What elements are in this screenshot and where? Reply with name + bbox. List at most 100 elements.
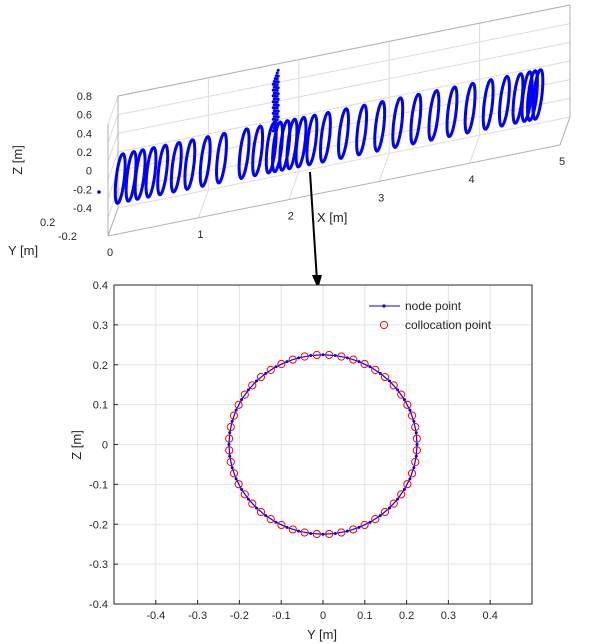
collocation-point bbox=[403, 480, 412, 489]
node-point bbox=[321, 353, 325, 357]
node-point bbox=[240, 487, 244, 491]
collocation-point bbox=[300, 352, 309, 361]
ring-26 bbox=[481, 78, 495, 131]
node-grid-point bbox=[274, 74, 278, 78]
node-point bbox=[388, 379, 392, 383]
collocation-point bbox=[403, 400, 412, 409]
ring-5 bbox=[169, 140, 183, 194]
legend-collocation-label: collocation point bbox=[405, 318, 492, 332]
plot-3d-box bbox=[107, 4, 571, 237]
collocation-point bbox=[240, 390, 249, 399]
node-grid-point bbox=[272, 109, 276, 113]
collocation-point bbox=[371, 514, 380, 524]
node-point bbox=[368, 520, 372, 524]
x-tick-label: -0.3 bbox=[188, 610, 207, 622]
y-tick-label: 0.4 bbox=[93, 280, 108, 292]
node-grid-point bbox=[273, 77, 277, 81]
zoom-arrow bbox=[309, 171, 322, 289]
node-point bbox=[412, 466, 416, 470]
ring-3 bbox=[144, 145, 158, 199]
grid-line-3d bbox=[107, 95, 119, 125]
ring-16 bbox=[305, 113, 319, 167]
collocation-point bbox=[360, 520, 369, 530]
collocation-point bbox=[234, 480, 243, 489]
grid-line-3d bbox=[107, 151, 119, 181]
node-point bbox=[297, 529, 301, 533]
node-point bbox=[357, 360, 361, 364]
node-grid-point bbox=[276, 68, 280, 72]
y-tick-label: 0.2 bbox=[93, 360, 108, 372]
y-tick-3d: 0.2 bbox=[40, 217, 55, 229]
node-point bbox=[415, 443, 419, 446]
node-grid-point bbox=[272, 103, 276, 107]
node-grid-point bbox=[271, 123, 275, 127]
ring-25 bbox=[463, 81, 477, 135]
ring-10 bbox=[251, 124, 265, 178]
collocation-point bbox=[312, 529, 321, 539]
collocation-point bbox=[412, 434, 421, 443]
grid-line-3d bbox=[378, 153, 390, 182]
ring-20 bbox=[373, 100, 387, 153]
z-tick-3d: 0.4 bbox=[77, 128, 92, 140]
y-tick-label: -0.3 bbox=[89, 559, 108, 571]
node-point bbox=[230, 419, 234, 423]
collocation-point bbox=[256, 507, 266, 517]
node-point bbox=[309, 531, 313, 535]
y-tick-label: 0.1 bbox=[93, 400, 108, 412]
node-grid-point bbox=[272, 126, 276, 130]
node-point bbox=[408, 477, 412, 481]
node-point bbox=[388, 506, 392, 510]
node-point bbox=[234, 477, 238, 481]
plot-2d-grid bbox=[113, 284, 533, 605]
node-point bbox=[333, 354, 337, 358]
ring-6 bbox=[183, 138, 197, 191]
axis-edge-3d bbox=[559, 116, 571, 146]
collocation-point bbox=[229, 411, 239, 420]
z-tick-3d: 0.2 bbox=[77, 147, 92, 159]
node-point bbox=[228, 431, 232, 435]
collocation-point bbox=[380, 372, 390, 382]
collocation-point bbox=[277, 359, 286, 369]
node-grid-point bbox=[272, 120, 276, 124]
node-point bbox=[378, 371, 382, 375]
ring-23 bbox=[427, 88, 441, 142]
collocation-point bbox=[389, 499, 398, 508]
x-tick-3d: 1 bbox=[197, 229, 203, 241]
collocation-point bbox=[240, 490, 249, 499]
node-grid-point bbox=[272, 91, 276, 95]
x-tick-3d: 5 bbox=[559, 156, 565, 168]
plot-3d-ylabel: Y [m] bbox=[8, 243, 38, 258]
node-point bbox=[285, 525, 289, 529]
node-point bbox=[246, 497, 250, 501]
node-point bbox=[254, 506, 258, 510]
legend-node-label: node point bbox=[405, 299, 462, 313]
collocation-point bbox=[412, 446, 421, 455]
collocation-point bbox=[256, 372, 266, 382]
collocation-point bbox=[411, 422, 420, 432]
x-tick-3d: 0 bbox=[107, 247, 113, 259]
node-point bbox=[396, 497, 400, 501]
ring-31 bbox=[531, 68, 545, 121]
z-tick-3d: -0.4 bbox=[73, 203, 92, 215]
node-grid-point bbox=[271, 88, 275, 92]
grid-line-3d bbox=[117, 41, 571, 134]
node-point bbox=[357, 525, 361, 529]
x-tick-label: 0.2 bbox=[399, 610, 414, 622]
collocation-point bbox=[407, 411, 417, 420]
node-point bbox=[378, 514, 382, 518]
z-tick-3d: 0.8 bbox=[77, 91, 92, 103]
grid-line-3d bbox=[288, 171, 300, 200]
node-point bbox=[254, 379, 258, 383]
ring-9 bbox=[237, 127, 251, 181]
ring-19 bbox=[355, 103, 369, 157]
ring-21 bbox=[391, 96, 405, 149]
collocation-point bbox=[226, 422, 235, 432]
node-grid-point bbox=[272, 114, 276, 118]
collocation-point bbox=[397, 390, 406, 399]
x-tick-label: 0 bbox=[320, 610, 326, 622]
node-point bbox=[246, 388, 250, 392]
collocation-point bbox=[337, 352, 346, 361]
collocation-point bbox=[325, 529, 334, 539]
node-point bbox=[234, 408, 238, 412]
